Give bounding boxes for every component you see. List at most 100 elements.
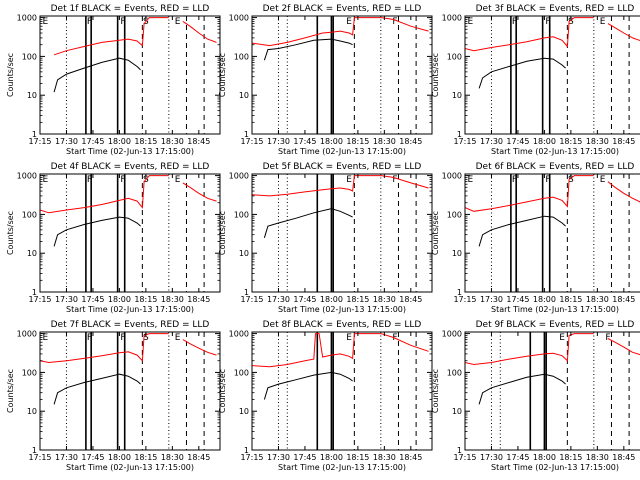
chart-panel-8: Det 8f BLACK = Events, RED = LLD Start Ti… — [218, 320, 433, 472]
chart-panel-9: Det 9f BLACK = Events, RED = LLD Start Ti… — [431, 320, 640, 472]
event-label: F — [545, 175, 550, 185]
event-label: E — [175, 175, 181, 185]
x-axis-label: Start Time (02-Jun-13 17:15:00) — [491, 305, 619, 314]
y-tick-label: 1 — [244, 446, 249, 455]
event-label: E — [467, 17, 473, 27]
y-tick-label: 10 — [27, 91, 37, 100]
x-tick-label: 17:45 — [293, 453, 316, 462]
y-tick-label: 100 — [447, 52, 462, 61]
y-tick-label: 1 — [244, 130, 249, 139]
x-tick-label: 18:45 — [399, 295, 422, 304]
chart-panel-5: Det 5f BLACK = Events, RED = LLD Start Ti… — [218, 162, 433, 314]
x-tick-label: 18:00 — [320, 453, 343, 462]
plot-frame — [251, 173, 433, 293]
x-tick-label: 17:45 — [81, 137, 104, 146]
x-tick-label: 17:15 — [453, 453, 476, 462]
series-line-lld — [465, 175, 594, 212]
y-axis-label: Counts/sec — [6, 211, 15, 255]
y-tick-label: 1000 — [17, 172, 37, 181]
plot-frame — [251, 15, 433, 135]
x-tick-label: 17:45 — [293, 295, 316, 304]
chart-title: Det 4f BLACK = Events, RED = LLD — [51, 162, 210, 172]
x-tick-label: 18:45 — [187, 295, 210, 304]
y-tick-label: 10 — [452, 407, 462, 416]
event-label: F — [392, 175, 397, 185]
x-tick-label: 17:45 — [506, 137, 529, 146]
event-label: F — [392, 17, 397, 27]
y-tick-label: 10 — [27, 407, 37, 416]
x-axis-label: Start Time (02-Jun-13 17:15:00) — [278, 147, 406, 156]
series-line-lld — [252, 175, 429, 197]
y-tick-label: 10 — [239, 249, 249, 258]
y-tick-label: 1 — [457, 130, 462, 139]
x-tick-label: 17:45 — [506, 453, 529, 462]
x-tick-label: 18:30 — [373, 137, 396, 146]
chart-panel-7: Det 7f BLACK = Events, RED = LLD Start Ti… — [6, 320, 221, 472]
chart-title: Det 6f BLACK = Events, RED = LLD — [476, 162, 635, 172]
event-label: E — [467, 175, 473, 185]
x-tick-label: 18:00 — [108, 295, 131, 304]
x-tick-label: 18:15 — [559, 137, 582, 146]
x-tick-label: 17:15 — [240, 137, 263, 146]
plot-frame — [39, 331, 221, 451]
x-axis-label: Start Time (02-Jun-13 17:15:00) — [66, 463, 194, 472]
event-label: E — [42, 333, 48, 343]
series-line-events — [478, 373, 566, 405]
series-line-events — [263, 208, 353, 238]
plot-frame — [39, 15, 221, 135]
event-label: F — [87, 175, 92, 185]
x-tick-label: 18:30 — [586, 453, 609, 462]
y-axis-label: Counts/sec — [6, 53, 15, 97]
chart-title: Det 2f BLACK = Events, RED = LLD — [263, 4, 422, 14]
x-tick-label: 18:15 — [134, 137, 157, 146]
y-tick-label: 100 — [234, 52, 249, 61]
y-tick-label: 100 — [22, 52, 37, 61]
series-line-lld — [252, 17, 429, 47]
x-tick-label: 18:15 — [134, 453, 157, 462]
x-tick-label: 18:30 — [586, 137, 609, 146]
y-tick-label: 100 — [234, 368, 249, 377]
y-tick-label: 1 — [244, 288, 249, 297]
x-tick-label: 18:30 — [161, 453, 184, 462]
y-tick-label: 1000 — [17, 330, 37, 339]
y-tick-label: 100 — [447, 368, 462, 377]
chart-title: Det 9f BLACK = Events, RED = LLD — [476, 320, 635, 330]
x-tick-label: 17:30 — [267, 137, 290, 146]
x-tick-label: 17:45 — [81, 295, 104, 304]
y-tick-label: 10 — [239, 91, 249, 100]
y-tick-label: 10 — [452, 249, 462, 258]
x-tick-label: 18:30 — [161, 137, 184, 146]
x-tick-label: 18:00 — [108, 453, 131, 462]
x-tick-label: 18:15 — [346, 295, 369, 304]
x-tick-label: 17:30 — [55, 137, 78, 146]
x-axis-label: Start Time (02-Jun-13 17:15:00) — [66, 147, 194, 156]
y-axis-label: Counts/sec — [218, 369, 227, 413]
event-label: E — [600, 17, 606, 27]
x-axis-label: Start Time (02-Jun-13 17:15:00) — [278, 463, 406, 472]
x-tick-label: 18:45 — [612, 137, 635, 146]
series-line-lld — [252, 333, 429, 368]
event-label: E — [175, 17, 181, 27]
event-label: F — [605, 333, 610, 343]
chart-title: Det 1f BLACK = Events, RED = LLD — [51, 4, 210, 14]
event-label: E — [175, 333, 181, 343]
series-line-events — [53, 373, 141, 405]
x-tick-label: 17:45 — [293, 137, 316, 146]
series-line-lld-segment — [182, 339, 217, 356]
event-label: F — [120, 175, 125, 185]
series-line-lld-segment — [607, 23, 640, 42]
series-line-lld — [465, 17, 594, 52]
y-tick-label: 1000 — [442, 14, 462, 23]
y-tick-label: 1 — [32, 288, 37, 297]
y-tick-label: 100 — [234, 210, 249, 219]
x-tick-label: 18:45 — [187, 453, 210, 462]
event-label: F — [87, 333, 92, 343]
x-tick-label: 17:15 — [28, 453, 51, 462]
x-tick-label: 17:30 — [267, 453, 290, 462]
x-tick-label: 17:15 — [240, 453, 263, 462]
event-label: E — [559, 333, 565, 343]
x-tick-label: 17:30 — [55, 295, 78, 304]
event-label: S — [568, 17, 574, 27]
